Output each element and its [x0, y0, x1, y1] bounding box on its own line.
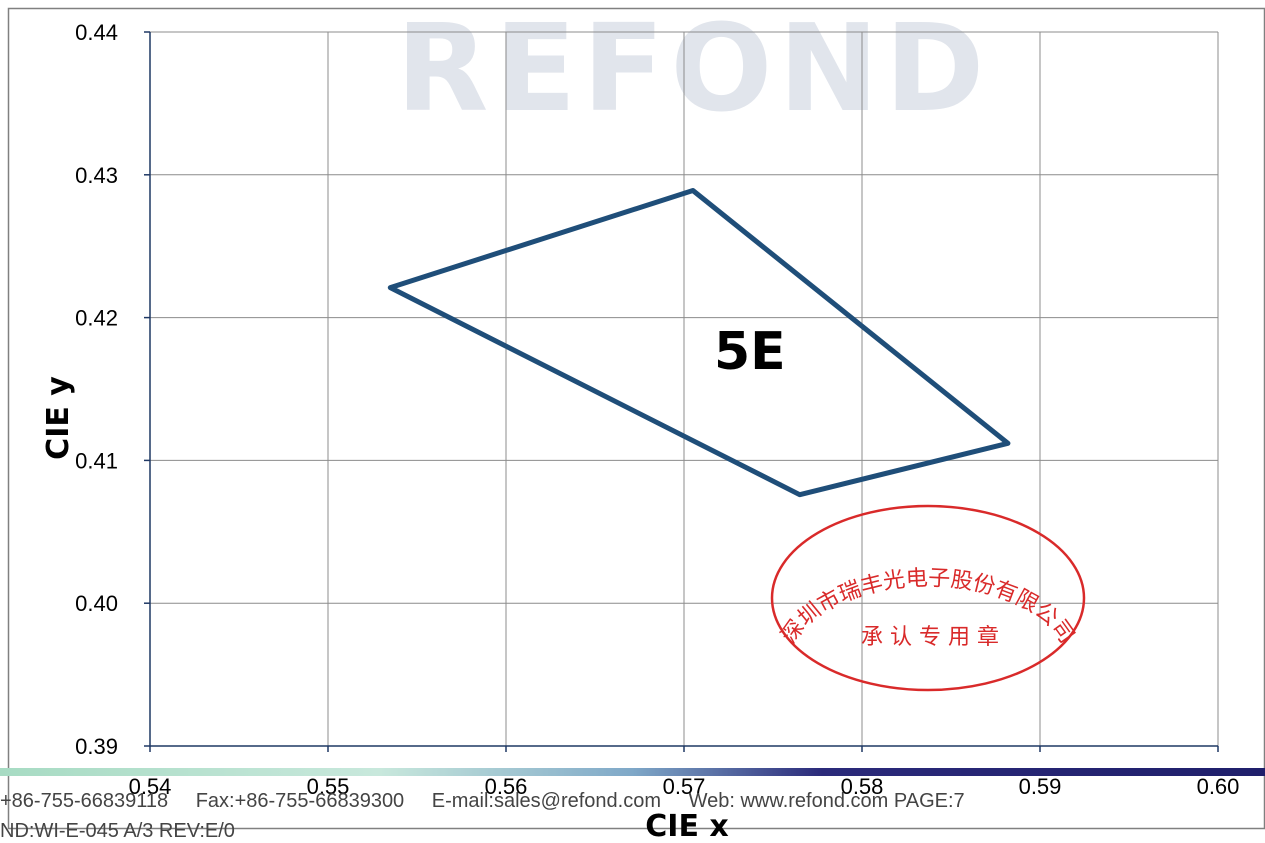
x-tick-label: 0.59 — [1019, 774, 1062, 799]
axes — [144, 31, 1219, 752]
y-tick-label: 0.40 — [75, 591, 118, 616]
footer-page: PAGE:7 — [893, 790, 965, 812]
series-outline-5e — [387, 188, 1011, 498]
y-tick-label: 0.43 — [75, 163, 118, 188]
x-tick-label: 0.60 — [1197, 774, 1240, 799]
footer-web: Web: www.refond.com — [688, 790, 889, 812]
y-tick-label: 0.42 — [75, 306, 118, 331]
approval-stamp: 深圳市瑞丰光电子股份有限公司 承 认 专 用 章 — [770, 504, 1086, 692]
footer-contact-line: +86-755-66839118 Fax:+86-755-66839300 E-… — [0, 790, 965, 813]
y-tick-label: 0.44 — [75, 20, 118, 45]
footer-fax: Fax:+86-755-66839300 — [195, 790, 405, 812]
region-label: 5E — [714, 322, 786, 382]
y-axis-title: CIE y — [41, 376, 76, 460]
x-tick-label: 0.54 — [129, 774, 172, 799]
x-tick-label: 0.55 — [307, 774, 350, 799]
annotations: 5E — [714, 322, 786, 382]
footer-tel: +86-755-66839118 — [0, 790, 169, 812]
x-tick-label: 0.58 — [841, 774, 884, 799]
footer-email: E-mail:sales@refond.com — [431, 790, 662, 812]
y-tick-label: 0.41 — [75, 448, 118, 473]
stamp-ring — [770, 504, 1086, 692]
footer-doc-id: ND:WI-E-045 A/3 REV:E/0 — [0, 820, 235, 842]
y-tick-label: 0.39 — [75, 734, 118, 759]
watermark: REFOND — [396, 0, 990, 139]
footer-divider — [0, 768, 1265, 776]
footer: +86-755-66839118 Fax:+86-755-66839300 E-… — [0, 788, 1265, 843]
grid — [150, 31, 1219, 746]
series-group — [387, 188, 1011, 498]
x-axis-title: CIE x — [645, 809, 728, 843]
y-tick-labels: 0.39 0.40 0.41 0.42 0.43 0.44 — [75, 20, 118, 759]
x-tick-label: 0.56 — [485, 774, 528, 799]
x-tick-labels: 0.54 0.55 0.56 0.57 0.58 0.59 0.60 — [129, 774, 1240, 799]
stamp-center-text: 承 认 专 用 章 — [861, 625, 999, 650]
x-tick-label: 0.57 — [663, 774, 706, 799]
